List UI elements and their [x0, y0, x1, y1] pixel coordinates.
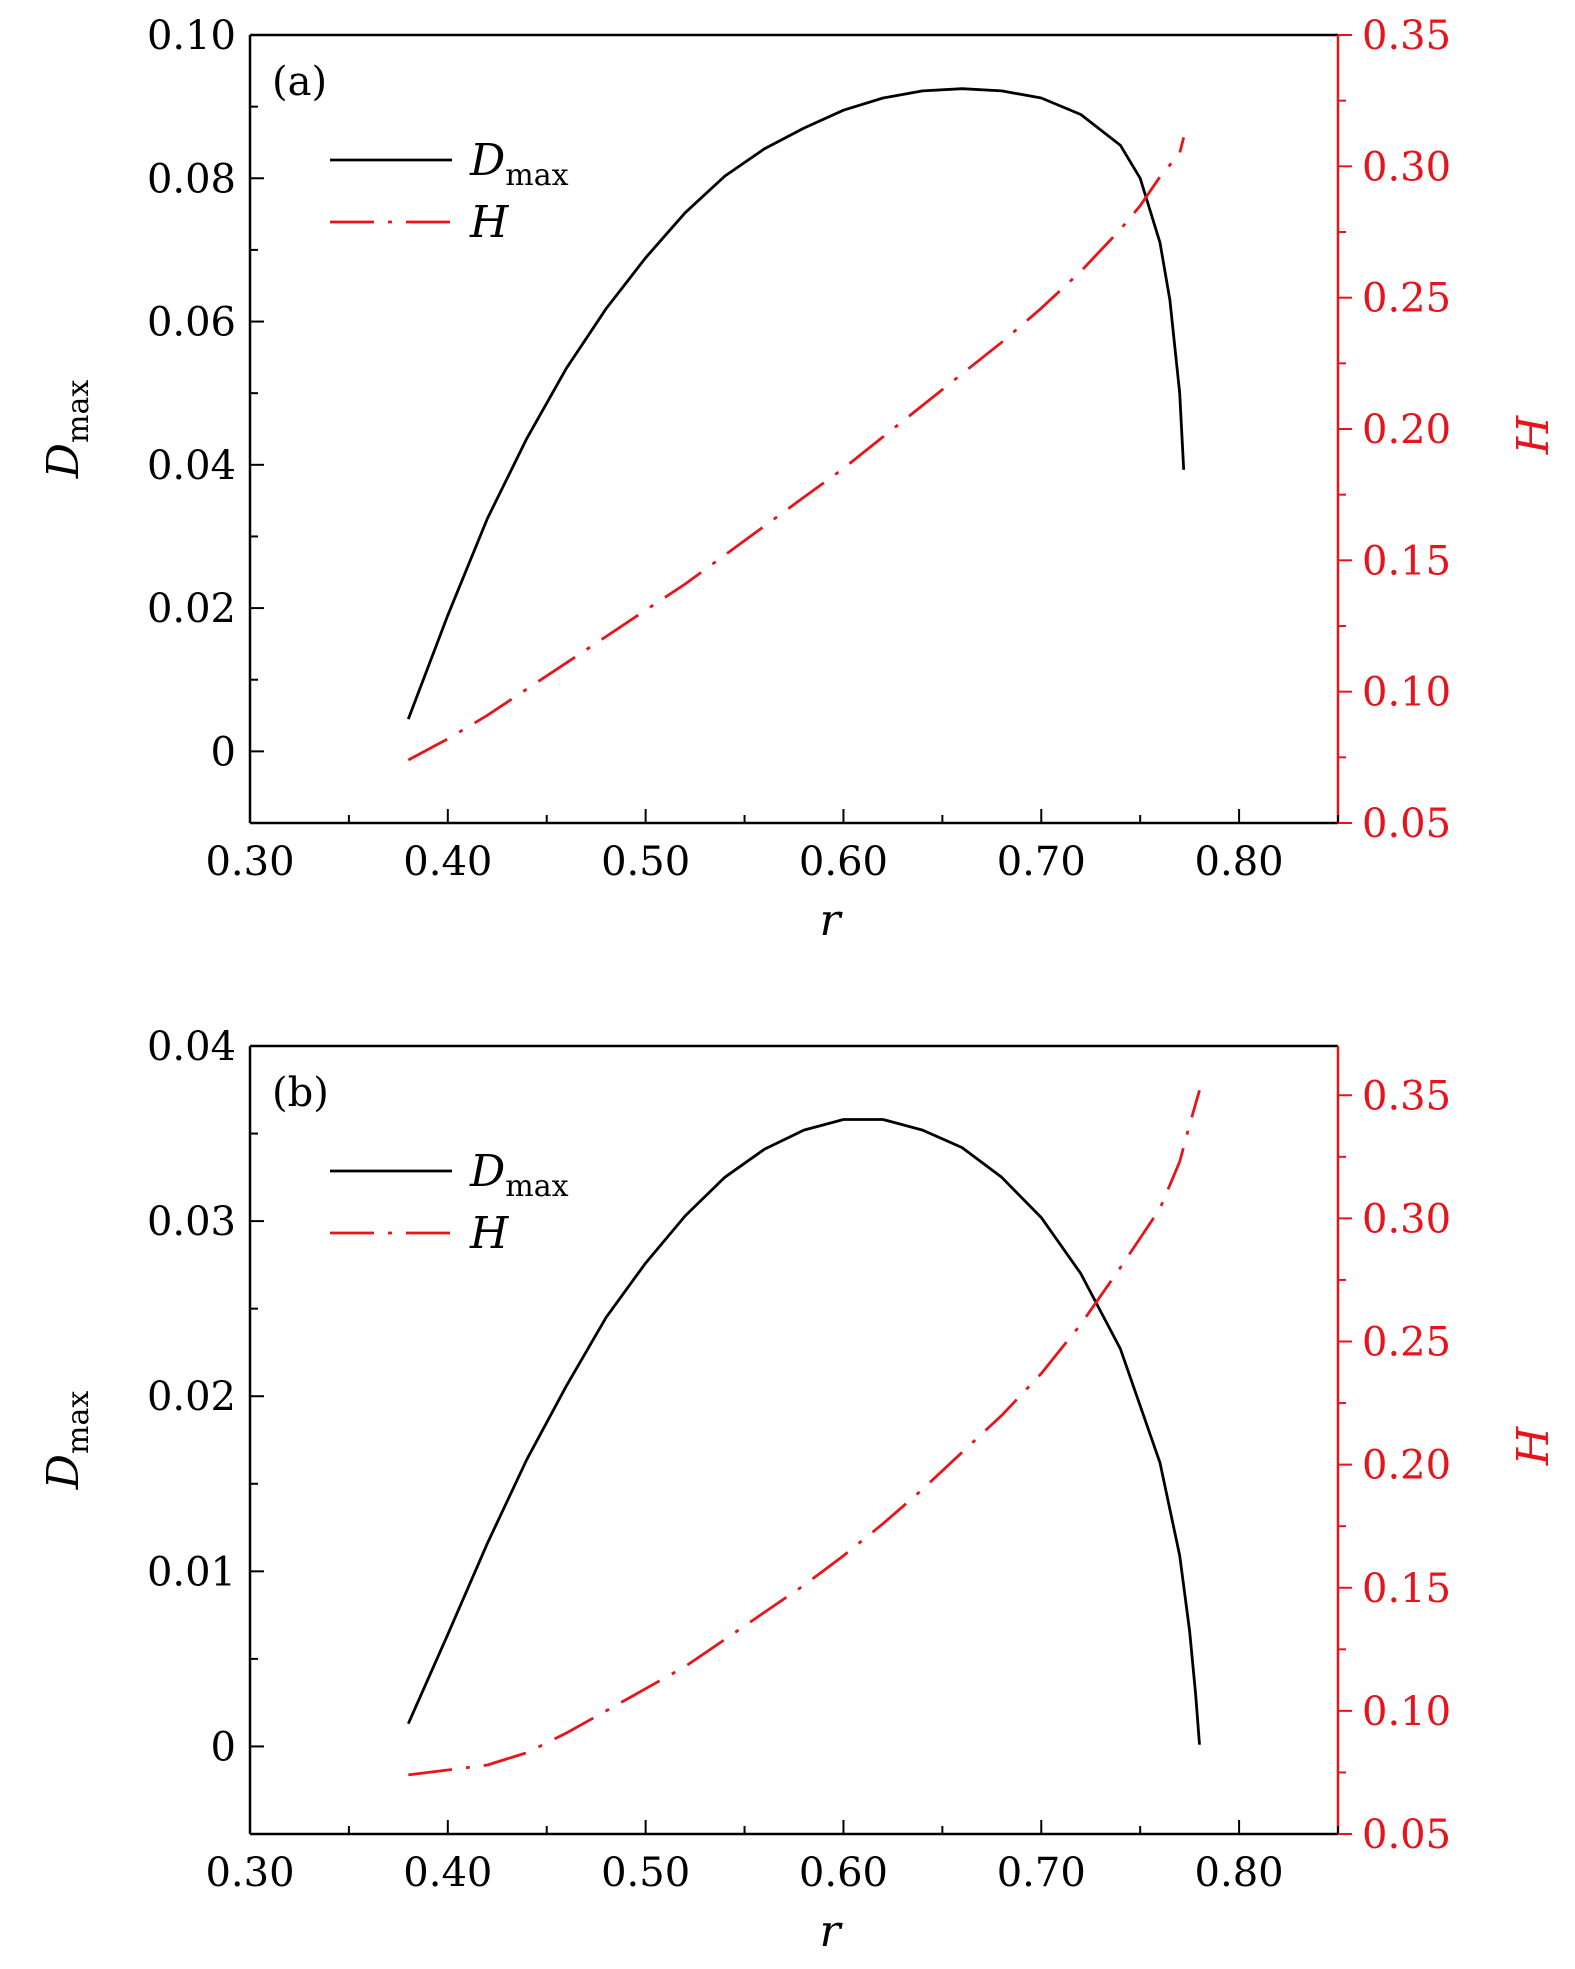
legend-label-main: H [469, 1208, 510, 1259]
y2-tick-label: 0.30 [1362, 1196, 1451, 1242]
y-tick-label: 0.04 [147, 443, 236, 489]
legend-label-sub: max [505, 158, 568, 193]
x-axis-title: r [819, 895, 843, 946]
y-axis-title-main: D [38, 443, 89, 479]
y2-tick-label: 0.10 [1362, 1689, 1451, 1735]
legend-label: Dmax [469, 1146, 569, 1204]
legend-label-sub: max [505, 1169, 568, 1204]
y2-tick-label: 0.30 [1362, 144, 1451, 190]
y2-axis-title: H [1508, 1425, 1559, 1466]
y-tick-label: 0.03 [147, 1199, 236, 1245]
y-axis-title-main: D [38, 1454, 89, 1490]
y2-tick-label: 0.35 [1362, 13, 1451, 59]
x-tick-label: 0.80 [1195, 1850, 1284, 1896]
legend-label: Dmax [469, 135, 569, 193]
chart-panel-b: 0.30 0.40 0.50 0.60 0.70 0.80 0 0.01 0.02 0.03 0.0… [38, 1024, 1559, 1957]
x-tick-label: 0.70 [997, 839, 1086, 885]
panel-label: (a) [272, 59, 327, 105]
x-tick-label: 0.80 [1195, 839, 1284, 885]
y-tick-label: 0.08 [147, 156, 236, 202]
y-tick-label: 0 [211, 729, 236, 775]
x-tick-label: 0.30 [205, 1850, 294, 1896]
y-axis-title-sub: max [61, 1391, 96, 1454]
y-tick-label: 0 [211, 1724, 236, 1770]
y-axis-title: Dmax [38, 380, 96, 480]
y-tick-label: 0.01 [147, 1549, 236, 1595]
y2-tick-label: 0.05 [1362, 1812, 1451, 1858]
x-tick-label: 0.40 [403, 1850, 492, 1896]
legend-label-main: D [469, 135, 505, 186]
y2-tick-label: 0.15 [1362, 1566, 1451, 1612]
series-line-dmax [407, 1118, 1201, 1745]
legend-label-main: H [469, 197, 510, 248]
legend-label: H [469, 1208, 510, 1259]
chart-panel-a: 0.30 0.40 0.50 0.60 0.70 0.80 0 0.02 0.04 0.06 0.0… [38, 13, 1559, 946]
y2-tick-label: 0.25 [1362, 276, 1451, 322]
series-line-dmax [406, 87, 1186, 720]
panel-label: (b) [272, 1070, 329, 1116]
series-line-h [408, 1089, 1201, 1777]
x-tick-label: 0.30 [205, 839, 294, 885]
y2-tick-label: 0.25 [1362, 1320, 1451, 1366]
y2-tick-label: 0.15 [1362, 538, 1451, 584]
y-tick-label: 0.06 [147, 300, 236, 346]
y-tick-label: 0.02 [147, 1374, 236, 1420]
x-tick-label: 0.70 [997, 1850, 1086, 1896]
y2-tick-label: 0.10 [1362, 670, 1451, 716]
y-axis-title: Dmax [38, 1391, 96, 1491]
y-tick-label: 0.02 [147, 586, 236, 632]
y2-tick-label: 0.20 [1362, 407, 1451, 453]
x-tick-label: 0.50 [601, 1850, 690, 1896]
y2-tick-label: 0.20 [1362, 1443, 1451, 1489]
y-axis-title-sub: max [61, 380, 96, 443]
x-tick-label: 0.50 [601, 839, 690, 885]
y2-tick-label: 0.05 [1362, 801, 1451, 847]
y-tick-label: 0.04 [147, 1024, 236, 1070]
x-tick-label: 0.60 [799, 839, 888, 885]
x-tick-label: 0.40 [403, 839, 492, 885]
y2-axis-title: H [1508, 414, 1559, 455]
series-line-h [407, 137, 1186, 762]
x-axis-title: r [819, 1906, 843, 1957]
y-tick-label: 0.10 [147, 13, 236, 59]
legend-label-main: D [469, 1146, 505, 1197]
legend-label: H [469, 197, 510, 248]
y2-tick-label: 0.35 [1362, 1073, 1451, 1119]
x-tick-label: 0.60 [799, 1850, 888, 1896]
